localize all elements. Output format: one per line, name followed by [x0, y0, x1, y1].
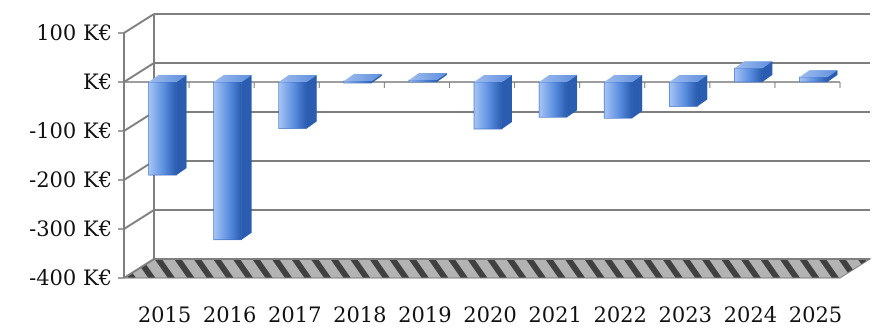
x-tick-label: 2022 — [593, 303, 646, 327]
bar-top-face — [408, 73, 447, 81]
bar-front-face — [538, 81, 568, 118]
x-tick-label: 2023 — [659, 303, 712, 327]
bar-side-face — [762, 61, 773, 82]
bar-top-face — [669, 75, 708, 82]
gridline-diagonal — [123, 62, 155, 83]
bar-2016 — [213, 75, 252, 241]
x-tick-label: 2015 — [138, 303, 191, 327]
bar-front-face — [343, 80, 373, 84]
bar-side-face — [502, 75, 512, 130]
bar-front-face — [603, 81, 633, 119]
bar-side-face — [436, 73, 447, 83]
bar-front-face — [473, 81, 503, 130]
bar-2020 — [473, 75, 512, 130]
gridline-diagonal — [123, 209, 155, 230]
y-tick-label: -400 K€ — [29, 266, 112, 290]
bar-top-face — [474, 75, 512, 82]
x-tick-label: 2025 — [789, 303, 842, 327]
bar-2021 — [538, 75, 578, 118]
bar-front-face — [799, 76, 828, 83]
bar-top-face — [343, 74, 382, 82]
bar-side-face — [827, 70, 838, 82]
bar-front-face — [278, 81, 308, 129]
bar-front-face — [213, 81, 242, 241]
bar-2017 — [278, 75, 317, 129]
bar-top-face — [539, 75, 578, 82]
bar-front-face — [408, 79, 438, 83]
bar-side-face — [176, 75, 187, 176]
chart-floor — [122, 258, 872, 279]
x-tick-label: 2024 — [724, 303, 777, 327]
bar-2018 — [343, 74, 382, 84]
bar-2024 — [734, 61, 773, 83]
bar-top-face — [734, 61, 773, 69]
bar-front-face — [668, 81, 698, 107]
bar-2023 — [668, 75, 708, 107]
bar-side-face — [371, 74, 382, 84]
x-tick-label: 2019 — [398, 303, 451, 327]
x-tick-label: 2018 — [333, 303, 386, 327]
bar-top-face — [799, 70, 838, 78]
bar-side-face — [567, 75, 578, 118]
x-tick-label: 2017 — [268, 303, 321, 327]
gridline-diagonal — [123, 258, 155, 279]
bar-top-face — [213, 75, 252, 82]
bar-side-face — [697, 75, 708, 107]
y-tick-label: 100 K€ — [36, 21, 112, 45]
x-tick-label: 2016 — [203, 303, 256, 327]
bar-front-face — [148, 81, 177, 176]
bar-2022 — [603, 75, 643, 119]
bar-top-face — [604, 75, 643, 82]
y-tick-label: -200 K€ — [29, 168, 112, 192]
y-tick-label: -100 K€ — [29, 119, 112, 143]
y-tick-label: -300 K€ — [29, 217, 112, 241]
bar-front-face — [734, 67, 763, 83]
y-tick-label: K€ — [83, 70, 112, 94]
bar-2015 — [148, 75, 187, 176]
bar-side-face — [241, 75, 252, 240]
bar-top-face — [278, 75, 317, 82]
x-tick-label: 2020 — [463, 303, 516, 327]
bar-2025 — [799, 70, 838, 83]
gridline-diagonal — [123, 13, 155, 34]
bar-top-face — [148, 75, 187, 82]
bar-2019 — [408, 73, 447, 83]
x-tick-label: 2021 — [528, 303, 581, 327]
bar-side-face — [632, 75, 643, 119]
bar-side-face — [306, 75, 317, 129]
